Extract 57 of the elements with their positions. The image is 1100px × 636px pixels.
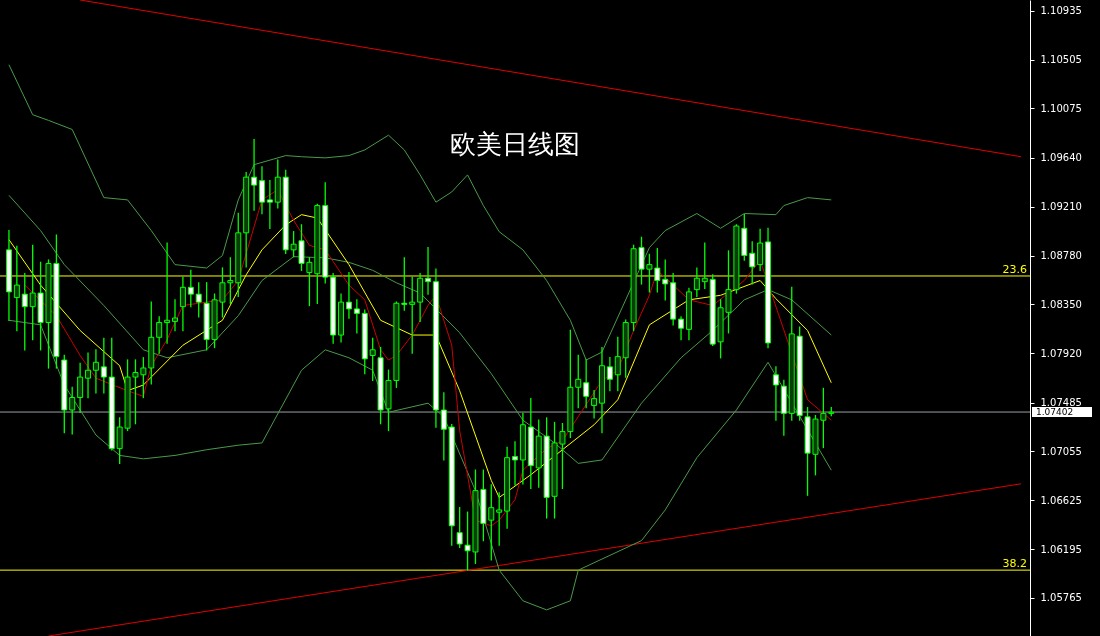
candlestick (583, 359, 590, 409)
line-series (8, 319, 832, 611)
y-tick-label: 1.10505 (1040, 54, 1082, 66)
candlestick (156, 316, 163, 354)
candlestick (591, 390, 598, 419)
candlestick (21, 273, 28, 351)
candlestick (575, 354, 582, 409)
annotation: 23.6 (1002, 262, 1027, 276)
candlestick (440, 392, 447, 461)
candlestick (693, 267, 700, 298)
candlestick (614, 336, 621, 392)
candlestick (85, 352, 92, 399)
candlestick (606, 357, 613, 392)
candlestick (187, 269, 194, 308)
candlestick (258, 166, 265, 215)
candlestick (662, 259, 669, 301)
y-tick-label: 1.07055 (1040, 445, 1082, 457)
y-tick-label: 1.10935 (1040, 5, 1082, 17)
candlestick (425, 246, 432, 295)
candlestick (353, 299, 360, 334)
y-tick-label: 1.08780 (1040, 250, 1082, 262)
candlestick (512, 441, 518, 486)
y-tick-label: 1.08350 (1040, 298, 1082, 310)
candlestick (369, 337, 376, 382)
candlestick (772, 366, 779, 421)
y-tick-label: 1.09640 (1040, 152, 1082, 164)
y-tick-label: 1.07920 (1040, 347, 1082, 359)
y-tick-label: 1.05765 (1040, 592, 1082, 604)
candlestick (195, 282, 202, 318)
candlestick (345, 271, 352, 319)
candlestick (100, 337, 107, 394)
candlestick (409, 276, 416, 354)
annotation: 38.2 (1002, 557, 1027, 571)
candlestick (417, 273, 424, 323)
candlestick (172, 299, 178, 332)
candlestick (179, 276, 186, 332)
candlestick (678, 316, 685, 341)
line-series (8, 194, 832, 464)
candlestick (164, 242, 171, 344)
line-series (8, 64, 832, 361)
candlestick (266, 179, 273, 229)
text: 欧美日线图 (450, 129, 580, 159)
candlestick (757, 228, 764, 271)
candlestick (69, 386, 76, 435)
ref-line-label: 1.07402 (1036, 407, 1074, 418)
candlestick (496, 492, 503, 546)
candlestick (701, 242, 708, 290)
y-tick-label: 1.06195 (1040, 543, 1082, 555)
y-tick-label: 1.09210 (1040, 201, 1082, 213)
y-tick-label: 1.10075 (1040, 102, 1082, 114)
candlestick (13, 245, 20, 332)
y-tick-label: 1.06625 (1040, 494, 1082, 506)
candlestick (749, 241, 756, 285)
candlestick (251, 139, 258, 211)
y-tick-label: 1.07485 (1040, 397, 1082, 409)
candlestick (77, 362, 84, 413)
candlestick (92, 349, 99, 394)
